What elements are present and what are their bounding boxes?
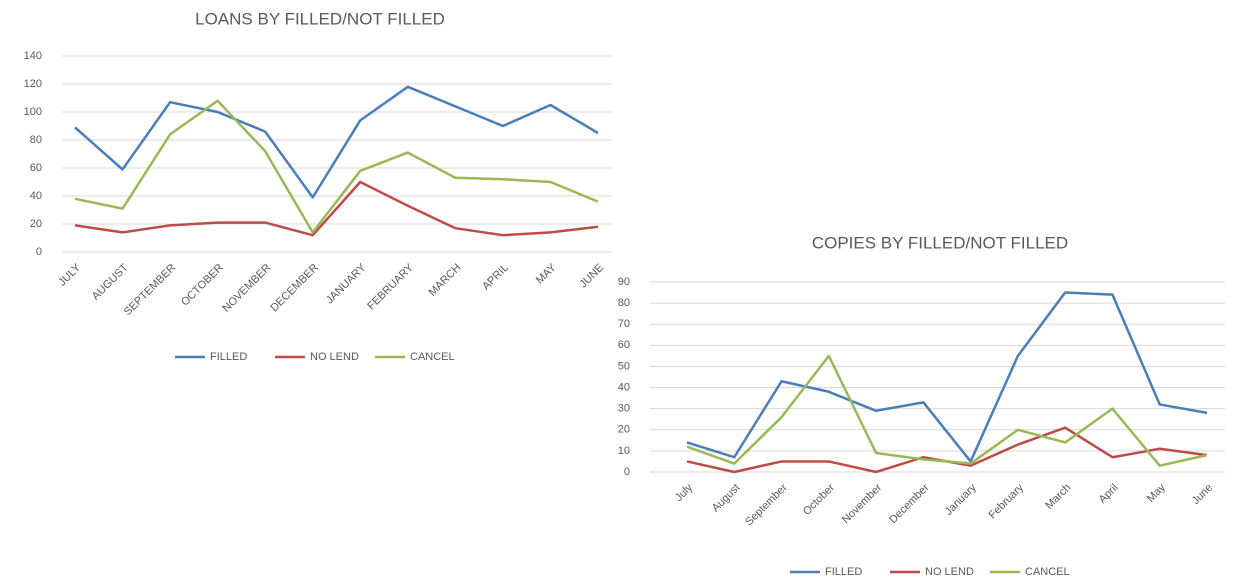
y-tick-label: 60 xyxy=(30,162,42,174)
x-tick-label: JULY xyxy=(56,261,83,288)
y-tick-label: 40 xyxy=(30,190,42,202)
data-line xyxy=(686,291,1208,463)
x-tick-label: November xyxy=(840,481,885,526)
y-tick-label: 80 xyxy=(618,297,630,309)
x-tick-label: DECEMBER xyxy=(268,262,321,315)
y-tick-label: 20 xyxy=(618,424,630,436)
x-tick-label: September xyxy=(743,481,790,528)
y-tick-label: 100 xyxy=(24,106,42,118)
x-tick-label: APRIL xyxy=(480,262,511,293)
legend-label: FILLED xyxy=(825,566,862,578)
data-line xyxy=(74,85,599,199)
legend-label: NO LEND xyxy=(925,566,974,578)
x-tick-label: December xyxy=(887,481,932,526)
x-tick-label: July xyxy=(673,481,696,504)
legend-label: CANCEL xyxy=(1025,566,1070,578)
data-line xyxy=(74,99,599,234)
chart-title: LOANS BY FILLED/NOT FILLED xyxy=(195,9,445,28)
x-tick-label: NOVEMBER xyxy=(220,262,273,315)
x-tick-label: February xyxy=(986,481,1026,521)
data-line xyxy=(74,180,599,237)
x-tick-label: MAY xyxy=(534,261,559,286)
x-tick-label: JANUARY xyxy=(324,261,369,306)
x-tick-label: JUNE xyxy=(577,262,606,291)
x-tick-label: October xyxy=(801,481,837,517)
x-tick-label: AUGUST xyxy=(90,261,131,302)
x-tick-label: March xyxy=(1043,482,1073,512)
y-tick-label: 60 xyxy=(618,339,630,351)
y-tick-label: 30 xyxy=(618,403,630,415)
y-tick-label: 120 xyxy=(24,78,42,90)
y-tick-label: 80 xyxy=(30,134,42,146)
y-tick-label: 10 xyxy=(618,445,630,457)
chart-title: COPIES BY FILLED/NOT FILLED xyxy=(812,233,1068,252)
x-tick-label: June xyxy=(1190,482,1215,507)
y-tick-label: 40 xyxy=(618,381,630,393)
y-tick-label: 20 xyxy=(30,218,42,230)
y-tick-label: 50 xyxy=(618,360,630,372)
x-tick-label: FEBRUARY xyxy=(365,261,416,312)
legend-label: CANCEL xyxy=(410,351,455,363)
x-tick-label: MARCH xyxy=(427,262,464,299)
y-tick-label: 70 xyxy=(618,318,630,330)
y-tick-label: 0 xyxy=(624,466,630,478)
y-tick-label: 140 xyxy=(24,50,42,62)
x-tick-label: OCTOBER xyxy=(179,262,226,309)
data-line xyxy=(686,354,1208,467)
legend-label: FILLED xyxy=(210,351,247,363)
x-tick-label: August xyxy=(710,482,743,515)
x-tick-label: May xyxy=(1145,481,1169,505)
x-tick-label: January xyxy=(943,481,980,518)
y-tick-label: 0 xyxy=(36,246,42,258)
legend-label: NO LEND xyxy=(310,351,359,363)
x-tick-label: April xyxy=(1097,482,1121,506)
y-tick-label: 90 xyxy=(618,276,630,288)
